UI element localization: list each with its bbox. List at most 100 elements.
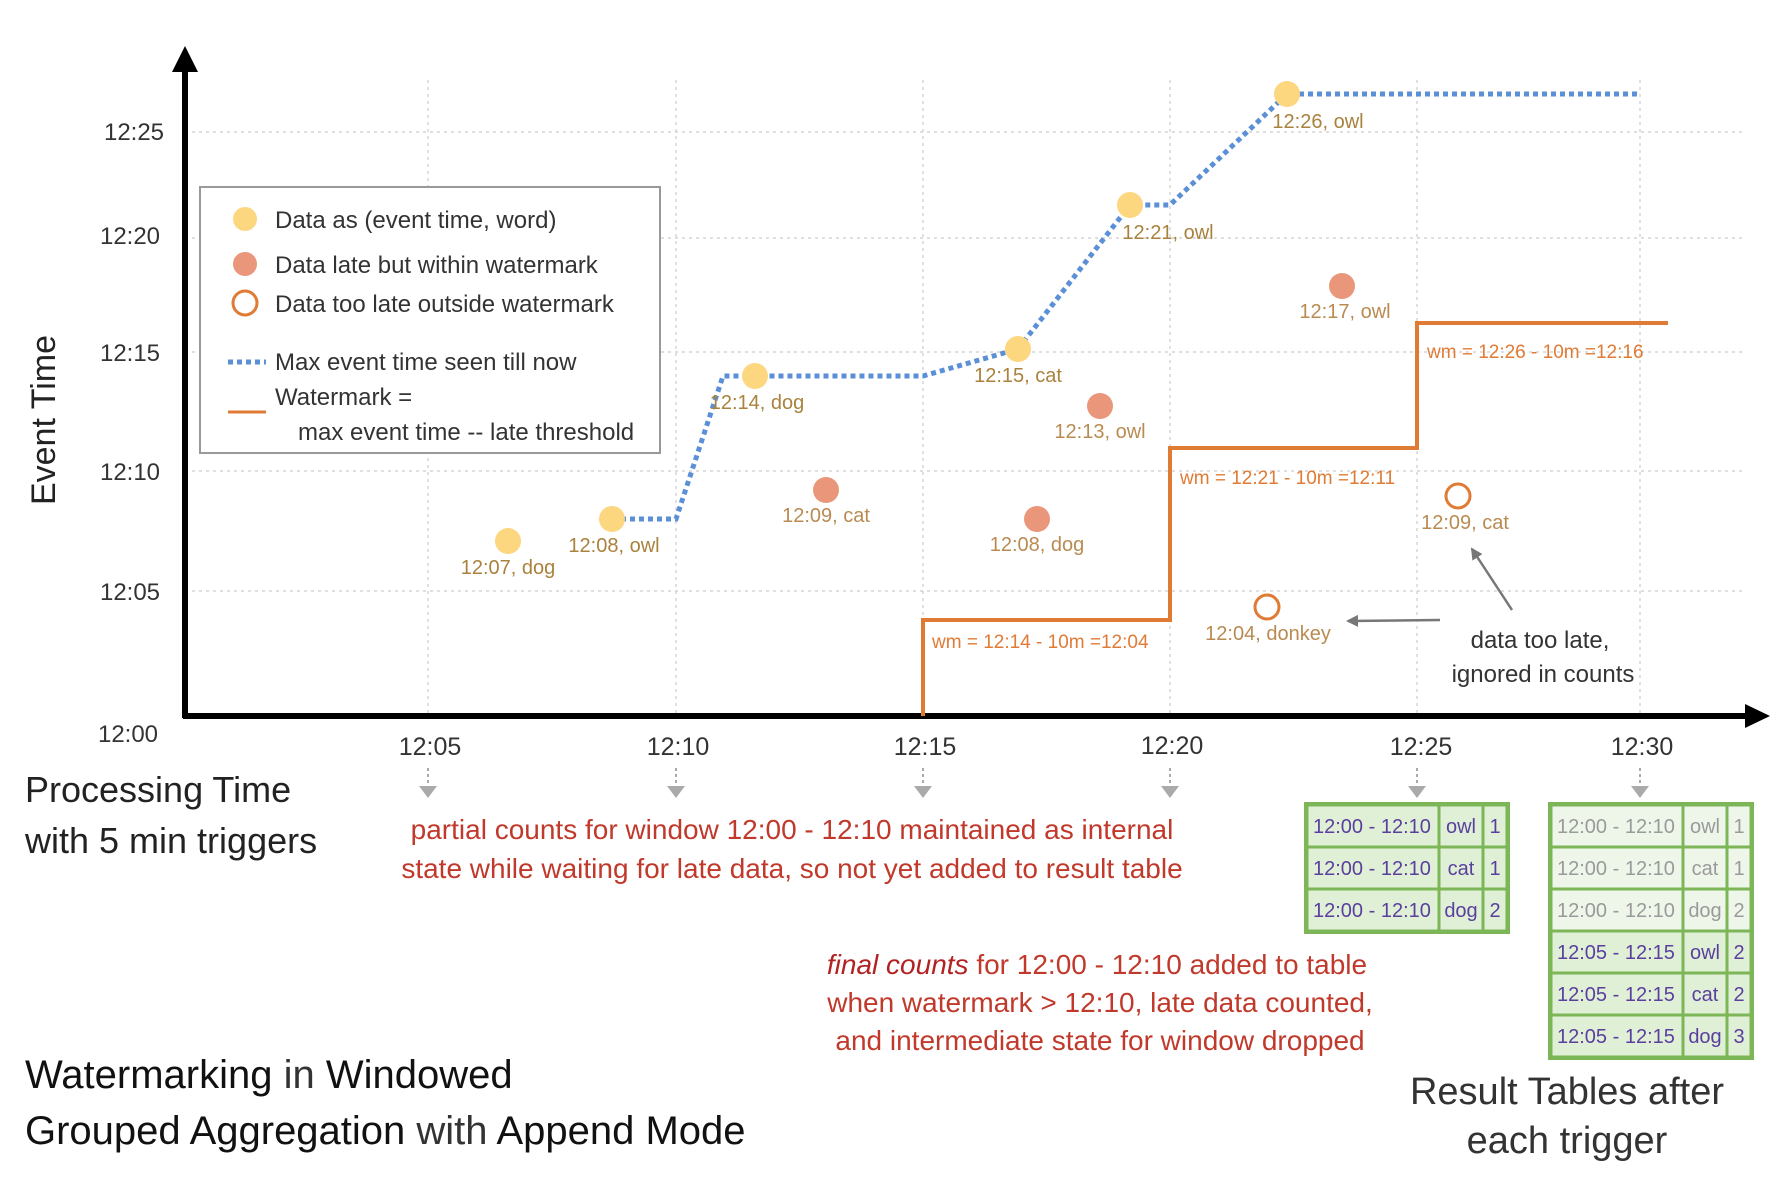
- result-tables-title-2: each trigger: [1467, 1120, 1668, 1162]
- point-1208-dog: [1024, 506, 1050, 532]
- too-late-note-1: data too late,: [1471, 627, 1610, 654]
- result-table-2-cell-text: owl: [1690, 816, 1720, 838]
- result-table-1-cell: [1481, 887, 1509, 933]
- result-table-2-cell-text: dog: [1688, 1026, 1721, 1048]
- y-tick-1210: 12:10: [100, 459, 160, 486]
- legend: Data as (event time, word) Data late but…: [199, 186, 661, 454]
- trigger-arrowheads: [419, 786, 1649, 798]
- result-table-1-cell-text: 2: [1489, 900, 1500, 922]
- watermark-label-1: wm = 12:14 - 10m =12:04: [931, 632, 1149, 653]
- y-tick-1215: 12:15: [100, 340, 160, 367]
- title-append-mode: Append Mode: [496, 1109, 745, 1153]
- max-event-time-line: [612, 91, 1640, 522]
- trigger-arrowhead: [1161, 786, 1179, 798]
- point-1221-owl: [1117, 192, 1143, 218]
- trigger-arrows: [427, 768, 1641, 790]
- result-table-2-cell-text: 3: [1733, 1026, 1744, 1048]
- result-table-1-cell-text: 12:00 - 12:10: [1313, 900, 1431, 922]
- point-label-1: 12:07, dog: [461, 557, 556, 579]
- point-1208-owl: [599, 506, 625, 532]
- legend-watermark-label-2: max event time -- late threshold: [298, 419, 634, 446]
- result-table-1-cell-text: 1: [1489, 816, 1500, 838]
- x-axis-arrowhead: [1745, 704, 1770, 728]
- point-1214-dog: [742, 363, 768, 389]
- y-tick-1225: 12:25: [104, 119, 164, 146]
- point-1209-cat: [813, 477, 839, 503]
- x-tick-1210: 12:10: [647, 733, 710, 761]
- point-1226-owl: [1274, 81, 1300, 107]
- too-late-arrow-2: [1470, 547, 1514, 611]
- legend-watermark-label-1: Watermark =: [275, 384, 412, 411]
- trigger-arrowhead: [1408, 786, 1426, 798]
- trigger-arrowhead: [914, 786, 932, 798]
- x-tick-1230: 12:30: [1611, 733, 1674, 761]
- point-1217-owl: [1329, 273, 1355, 299]
- result-table-2-cell-text: 2: [1733, 900, 1744, 922]
- result-table-1-cell-text: cat: [1448, 858, 1475, 880]
- point-label-11: 12:17, owl: [1299, 301, 1390, 323]
- final-counts-note-2: when watermark > 12:10, late data counte…: [826, 987, 1373, 1018]
- result-table-2-cell-text: owl: [1690, 942, 1720, 964]
- result-table-2-cell-text: cat: [1692, 858, 1719, 880]
- data-points: 12:07, dog 12:08, owl 12:14, dog 12:09, …: [461, 81, 1509, 645]
- result-table-2-cell-text: 12:05 - 12:15: [1557, 984, 1675, 1006]
- result-table-2-cell: [1681, 803, 1729, 849]
- partial-counts-note-1: partial counts for window 12:00 - 12:10 …: [411, 814, 1174, 845]
- final-counts-note-1: final counts for 12:00 - 12:10 added to …: [827, 949, 1367, 980]
- legend-late-marker: [233, 252, 257, 276]
- y-tick-1220: 12:20: [100, 223, 160, 250]
- y-tick-1205: 12:05: [100, 579, 160, 606]
- point-1215-cat: [1005, 336, 1031, 362]
- title-grouped-aggregation: Grouped Aggregation: [25, 1109, 405, 1153]
- too-late-arrow-1: [1346, 614, 1441, 627]
- too-late-note-2: ignored in counts: [1452, 661, 1635, 688]
- result-table-2-cell-text: 12:00 - 12:10: [1557, 858, 1675, 880]
- point-label-10: 12:04, donkey: [1205, 623, 1331, 645]
- point-1209-cat-too-late: [1444, 482, 1472, 510]
- legend-data-label: Data as (event time, word): [275, 207, 556, 234]
- result-table-2-cell-text: cat: [1692, 984, 1719, 1006]
- diagram-title-line-2: Grouped Aggregation with Append Mode: [25, 1109, 746, 1153]
- result-table-2-cell-text: 2: [1733, 984, 1744, 1006]
- result-table-1-cell: [1437, 845, 1485, 891]
- result-table-1-cell-text: owl: [1446, 816, 1476, 838]
- result-table-2-cell: [1549, 887, 1685, 933]
- result-tables: 12:00 - 12:10 owl 1 12:00 - 12:10 cat 1 12:00 …: [1304, 802, 1754, 1060]
- x-tick-1215: 12:15: [894, 733, 957, 761]
- x-axis-label-1: Processing Time: [25, 769, 291, 810]
- watermark-line: [921, 321, 1668, 716]
- legend-too-late-label: Data too late outside watermark: [275, 291, 615, 318]
- result-table-1-cell-text: 12:00 - 12:10: [1313, 816, 1431, 838]
- point-label-12: 12:09, cat: [1421, 512, 1509, 534]
- point-label-8: 12:21, owl: [1122, 222, 1213, 244]
- y-axis-arrowhead: [172, 46, 198, 72]
- legend-data-marker: [233, 207, 257, 231]
- point-label-3: 12:14, dog: [710, 392, 805, 414]
- result-table-1-cell-text: 1: [1489, 858, 1500, 880]
- y-tick-1200: 12:00: [98, 721, 158, 748]
- result-tables-title-1: Result Tables after: [1410, 1071, 1724, 1113]
- watermark-label-3: wm = 12:26 - 10m =12:16: [1426, 342, 1644, 363]
- legend-late-label: Data late but within watermark: [275, 252, 599, 279]
- trigger-arrowhead: [419, 786, 437, 798]
- result-table-2-cell-text: 12:05 - 12:15: [1557, 1026, 1675, 1048]
- point-label-6: 12:08, dog: [990, 534, 1085, 556]
- x-tick-1205: 12:05: [399, 733, 462, 761]
- point-label-7: 12:13, owl: [1054, 421, 1145, 443]
- result-table-1-cell-text: dog: [1444, 900, 1477, 922]
- result-table-2-cell-text: 1: [1733, 858, 1744, 880]
- result-table-2-cell-text: 12:00 - 12:10: [1557, 900, 1675, 922]
- trigger-arrowhead: [1631, 786, 1649, 798]
- title-windowed: Windowed: [326, 1053, 513, 1097]
- result-table-1-cell-text: 12:00 - 12:10: [1313, 858, 1431, 880]
- point-1204-donkey: [1253, 593, 1281, 621]
- point-label-4: 12:09, cat: [782, 505, 870, 527]
- partial-counts-note-2: state while waiting for late data, so no…: [401, 853, 1182, 884]
- result-table-2-cell-text: 12:00 - 12:10: [1557, 816, 1675, 838]
- diagram-title-line-1: Watermarking in Windowed: [25, 1053, 513, 1097]
- x-tick-1225: 12:25: [1390, 733, 1453, 761]
- final-counts-note-3: and intermediate state for window droppe…: [835, 1025, 1364, 1056]
- point-label-2: 12:08, owl: [568, 535, 659, 557]
- result-table-2-cell-text: 1: [1733, 816, 1744, 838]
